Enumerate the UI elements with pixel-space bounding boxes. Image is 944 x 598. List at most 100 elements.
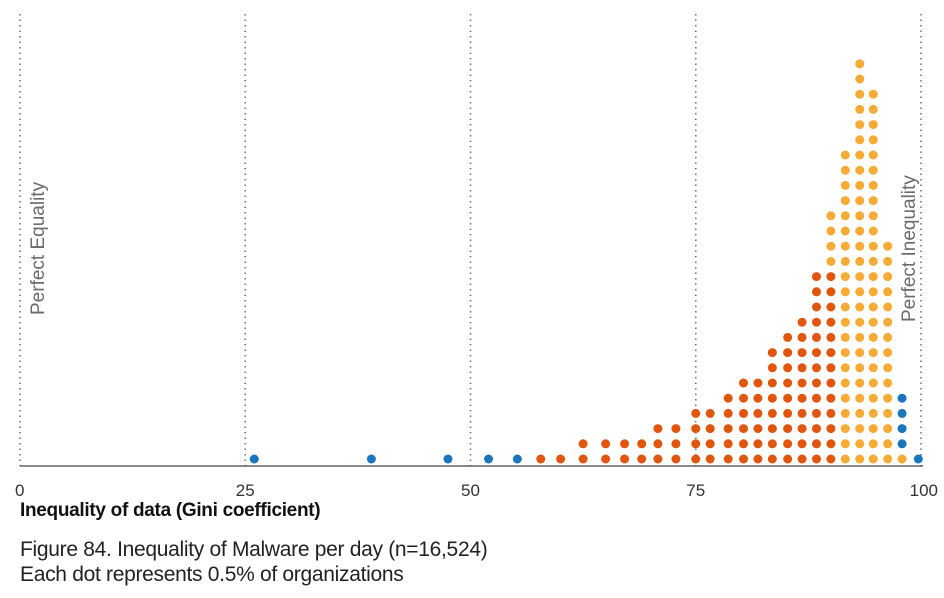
- dot-red: [723, 424, 733, 434]
- dot-orange: [855, 363, 865, 373]
- dot-orange: [883, 302, 893, 312]
- figure-note: Each dot represents 0.5% of organization…: [20, 563, 404, 586]
- dot-red: [767, 408, 777, 418]
- dot-red: [811, 454, 821, 464]
- dot-orange: [868, 211, 878, 221]
- dot-orange: [868, 256, 878, 266]
- dot-red: [739, 439, 749, 449]
- dot-red: [811, 302, 821, 312]
- x-axis-title: Inequality of data (Gini coefficient): [20, 500, 321, 521]
- dot-red: [739, 378, 749, 388]
- dot-red: [705, 424, 715, 434]
- dot-red: [705, 408, 715, 418]
- dot-blue: [484, 454, 494, 464]
- dot-red: [826, 408, 836, 418]
- dot-red: [811, 408, 821, 418]
- dot-blue: [249, 454, 259, 464]
- dot-orange: [840, 317, 850, 327]
- dot-orange: [840, 439, 850, 449]
- dot-orange: [840, 454, 850, 464]
- dot-orange: [855, 287, 865, 297]
- dot-orange: [840, 196, 850, 206]
- dot-orange: [868, 393, 878, 403]
- dot-red: [767, 393, 777, 403]
- dot-red: [691, 424, 701, 434]
- dot-orange: [840, 241, 850, 251]
- dot-red: [601, 454, 611, 464]
- dot-blue: [897, 408, 907, 418]
- dot-orange: [855, 59, 865, 69]
- dots: [249, 59, 923, 464]
- dot-red: [811, 317, 821, 327]
- dot-red: [620, 454, 630, 464]
- dot-red: [767, 454, 777, 464]
- dot-red: [783, 332, 793, 342]
- dot-orange: [855, 89, 865, 99]
- dot-red: [811, 348, 821, 358]
- dot-red: [767, 348, 777, 358]
- dot-red: [826, 424, 836, 434]
- dot-red: [811, 393, 821, 403]
- x-tick-label: 25: [236, 481, 255, 500]
- dot-orange: [855, 196, 865, 206]
- dot-blue: [897, 393, 907, 403]
- dot-red: [797, 424, 807, 434]
- dot-red: [826, 454, 836, 464]
- dot-red: [671, 439, 681, 449]
- dot-orange: [868, 302, 878, 312]
- dot-orange: [868, 439, 878, 449]
- dot-orange: [868, 150, 878, 160]
- dot-orange: [826, 211, 836, 221]
- figure-caption: Figure 84. Inequality of Malware per day…: [20, 538, 488, 561]
- gridlines: [19, 14, 922, 466]
- dot-orange: [855, 135, 865, 145]
- dot-red: [797, 363, 807, 373]
- dot-orange: [840, 256, 850, 266]
- dot-orange: [868, 287, 878, 297]
- dot-red: [753, 408, 763, 418]
- dot-red: [691, 454, 701, 464]
- x-tick-label: 100: [910, 481, 938, 500]
- perfect-inequality-label: Perfect Inequality: [899, 175, 920, 322]
- dot-orange: [868, 454, 878, 464]
- dot-orange: [883, 363, 893, 373]
- dot-orange: [855, 211, 865, 221]
- dot-blue: [897, 424, 907, 434]
- dot-orange: [840, 211, 850, 221]
- dot-orange: [840, 165, 850, 175]
- dot-orange: [855, 150, 865, 160]
- dot-orange: [868, 363, 878, 373]
- dot-red: [578, 454, 588, 464]
- dot-orange: [868, 317, 878, 327]
- dot-red: [811, 272, 821, 282]
- dot-orange: [855, 408, 865, 418]
- dot-red: [767, 378, 777, 388]
- dot-orange: [883, 241, 893, 251]
- dot-red: [811, 378, 821, 388]
- dot-orange: [855, 120, 865, 130]
- dot-red: [578, 439, 588, 449]
- dot-red: [826, 332, 836, 342]
- dot-orange: [868, 165, 878, 175]
- dot-red: [797, 454, 807, 464]
- dot-blue: [913, 454, 923, 464]
- x-tick-label: 50: [461, 481, 480, 500]
- dot-red: [723, 439, 733, 449]
- dot-orange: [883, 317, 893, 327]
- dot-orange: [855, 241, 865, 251]
- dot-blue: [897, 439, 907, 449]
- dot-red: [620, 439, 630, 449]
- dot-orange: [840, 378, 850, 388]
- dot-red: [826, 302, 836, 312]
- dot-red: [739, 393, 749, 403]
- dot-orange: [855, 393, 865, 403]
- dot-orange: [883, 272, 893, 282]
- dot-orange: [826, 241, 836, 251]
- dot-orange: [883, 256, 893, 266]
- dot-orange: [855, 439, 865, 449]
- dot-orange: [855, 180, 865, 190]
- dot-red: [739, 408, 749, 418]
- dot-red: [826, 348, 836, 358]
- dot-red: [753, 378, 763, 388]
